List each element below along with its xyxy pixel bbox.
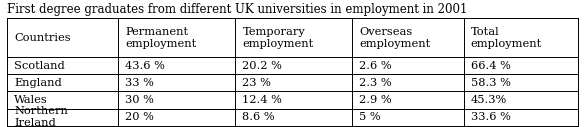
Text: First degree graduates from different UK universities in employment in 2001: First degree graduates from different UK…	[7, 3, 467, 16]
Text: 8.6 %: 8.6 %	[242, 112, 275, 122]
Text: 33.6 %: 33.6 %	[471, 112, 511, 122]
Text: 2.6 %: 2.6 %	[359, 61, 392, 71]
Text: 20.2 %: 20.2 %	[242, 61, 283, 71]
Text: 66.4 %: 66.4 %	[471, 61, 511, 71]
Text: 2.9 %: 2.9 %	[359, 95, 392, 105]
Text: 23 %: 23 %	[242, 78, 271, 88]
Text: 12.4 %: 12.4 %	[242, 95, 283, 105]
Text: Temporary
employment: Temporary employment	[242, 27, 314, 49]
Text: 5 %: 5 %	[359, 112, 381, 122]
Text: Permanent
employment: Permanent employment	[125, 27, 197, 49]
Text: 20 %: 20 %	[125, 112, 154, 122]
Text: 58.3 %: 58.3 %	[471, 78, 511, 88]
Text: 33 %: 33 %	[125, 78, 154, 88]
Text: Northern
Ireland: Northern Ireland	[14, 106, 68, 127]
Text: Countries: Countries	[14, 33, 71, 43]
Text: 2.3 %: 2.3 %	[359, 78, 392, 88]
Text: 45.3%: 45.3%	[471, 95, 507, 105]
Text: Wales: Wales	[14, 95, 48, 105]
Text: Scotland: Scotland	[14, 61, 65, 71]
Text: 30 %: 30 %	[125, 95, 154, 105]
Text: England: England	[14, 78, 62, 88]
Text: 43.6 %: 43.6 %	[125, 61, 165, 71]
Text: Total
employment: Total employment	[471, 27, 542, 49]
Text: Overseas
employment: Overseas employment	[359, 27, 431, 49]
